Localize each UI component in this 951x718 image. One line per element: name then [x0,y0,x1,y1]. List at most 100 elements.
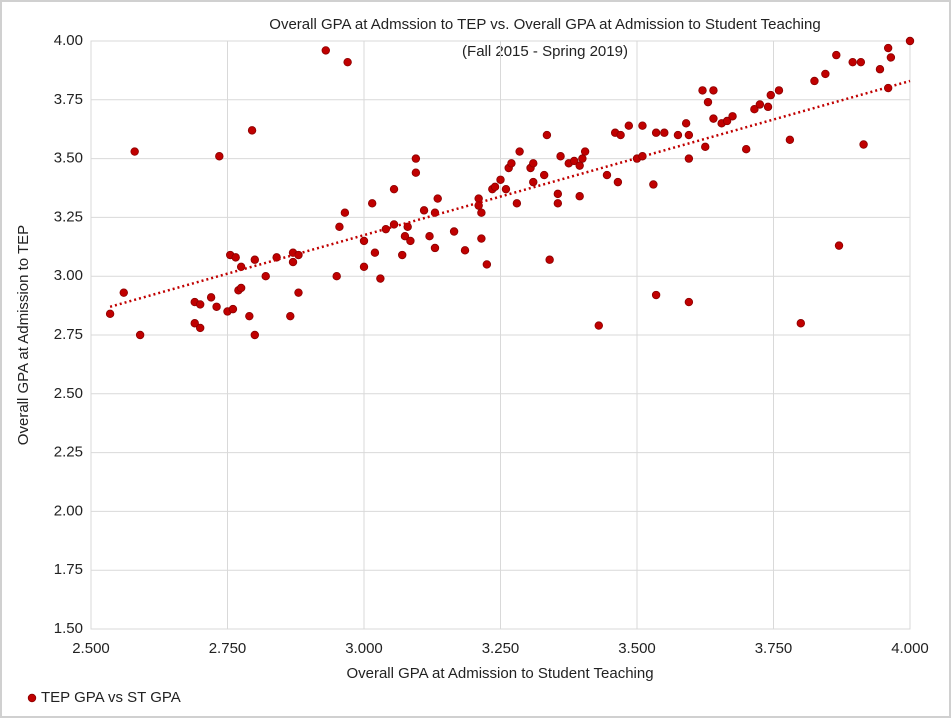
point [119,288,128,297]
point [722,116,732,126]
point [389,220,399,229]
y-tick-label: 1.75 [54,561,83,578]
y-tick-label: 2.00 [54,502,83,519]
point [651,128,661,137]
y-axis-label: Overall GPA at Admission to TEP [15,225,32,445]
point [286,311,295,321]
point [539,170,549,180]
legend-label: TEP GPA vs ST GPA [41,689,181,706]
point [460,246,470,255]
y-tick-label: 3.00 [54,267,83,284]
point [742,144,751,154]
x-tick-label: 2.500 [72,640,110,657]
point [578,154,587,163]
point [673,130,683,140]
point [709,114,718,123]
point [763,102,773,112]
point [886,53,896,62]
point [545,255,554,264]
point [553,199,563,208]
point [512,199,522,208]
point [398,250,407,260]
point [698,86,707,95]
point [425,232,434,241]
point [785,135,795,144]
point [236,283,246,293]
point [774,86,784,95]
point [376,274,385,283]
point [359,262,369,271]
point [250,255,259,264]
point [856,57,866,67]
y-tick-label: 2.50 [54,385,83,402]
x-tick-label: 3.250 [482,640,520,657]
point [755,100,765,109]
point [834,241,844,250]
point [602,170,612,180]
point [433,194,442,203]
point [575,192,584,201]
point [135,330,145,340]
point [400,232,410,241]
point [660,128,669,137]
point [367,199,377,208]
point [288,257,298,267]
point [389,184,399,194]
y-tick-label: 2.25 [54,444,83,461]
point [411,168,421,177]
point [703,97,713,107]
point [411,154,421,163]
point [594,321,603,330]
point [294,288,303,297]
point [228,304,238,314]
point [370,248,380,257]
point [340,208,350,217]
point [649,180,658,189]
point [848,57,857,67]
point [684,154,694,163]
point [195,323,205,333]
point [332,272,341,281]
point [501,184,511,194]
point [684,297,694,307]
y-tick-label: 4.00 [54,32,83,49]
y-tick-label: 3.25 [54,208,83,225]
point [490,182,500,192]
y-tick-label: 3.75 [54,91,83,108]
point [681,119,691,128]
x-tick-label: 3.000 [345,640,383,657]
point [507,159,516,168]
point [419,206,429,215]
point [496,175,505,184]
point [343,57,352,67]
point [335,222,344,232]
y-tick-label: 1.50 [54,620,83,637]
x-tick-label: 3.500 [618,640,656,657]
point [616,130,625,140]
point [859,140,868,149]
x-axis-label: Overall GPA at Admission to Student Teac… [346,665,653,682]
point [190,319,199,328]
point [261,272,270,281]
point [553,189,563,199]
plot-border [90,40,911,630]
point [215,152,224,161]
point [250,330,259,340]
point [821,69,830,79]
point [638,121,647,130]
point [542,130,552,140]
y-tick-label: 2.75 [54,326,83,343]
point [529,177,538,187]
trendline [109,79,911,308]
point [515,147,524,156]
point [482,260,492,269]
point [245,311,254,321]
point [403,222,412,232]
point [406,236,415,246]
point [875,65,885,74]
point [883,43,893,53]
point [684,130,694,140]
point [575,161,584,170]
